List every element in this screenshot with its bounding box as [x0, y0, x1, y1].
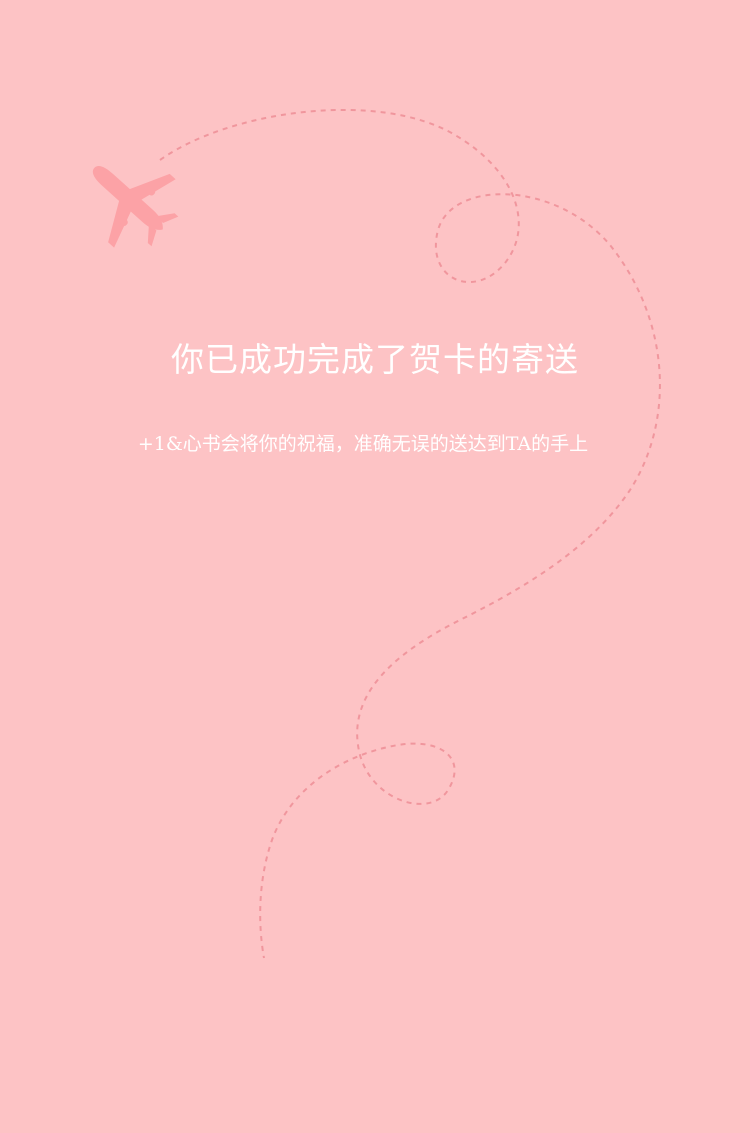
- airplane-icon: [92, 166, 179, 248]
- success-message: +1&心书会将你的祝福，准确无误的送达到TA的手上: [137, 433, 589, 455]
- success-title: 你已成功完成了贺卡的寄送: [171, 340, 579, 379]
